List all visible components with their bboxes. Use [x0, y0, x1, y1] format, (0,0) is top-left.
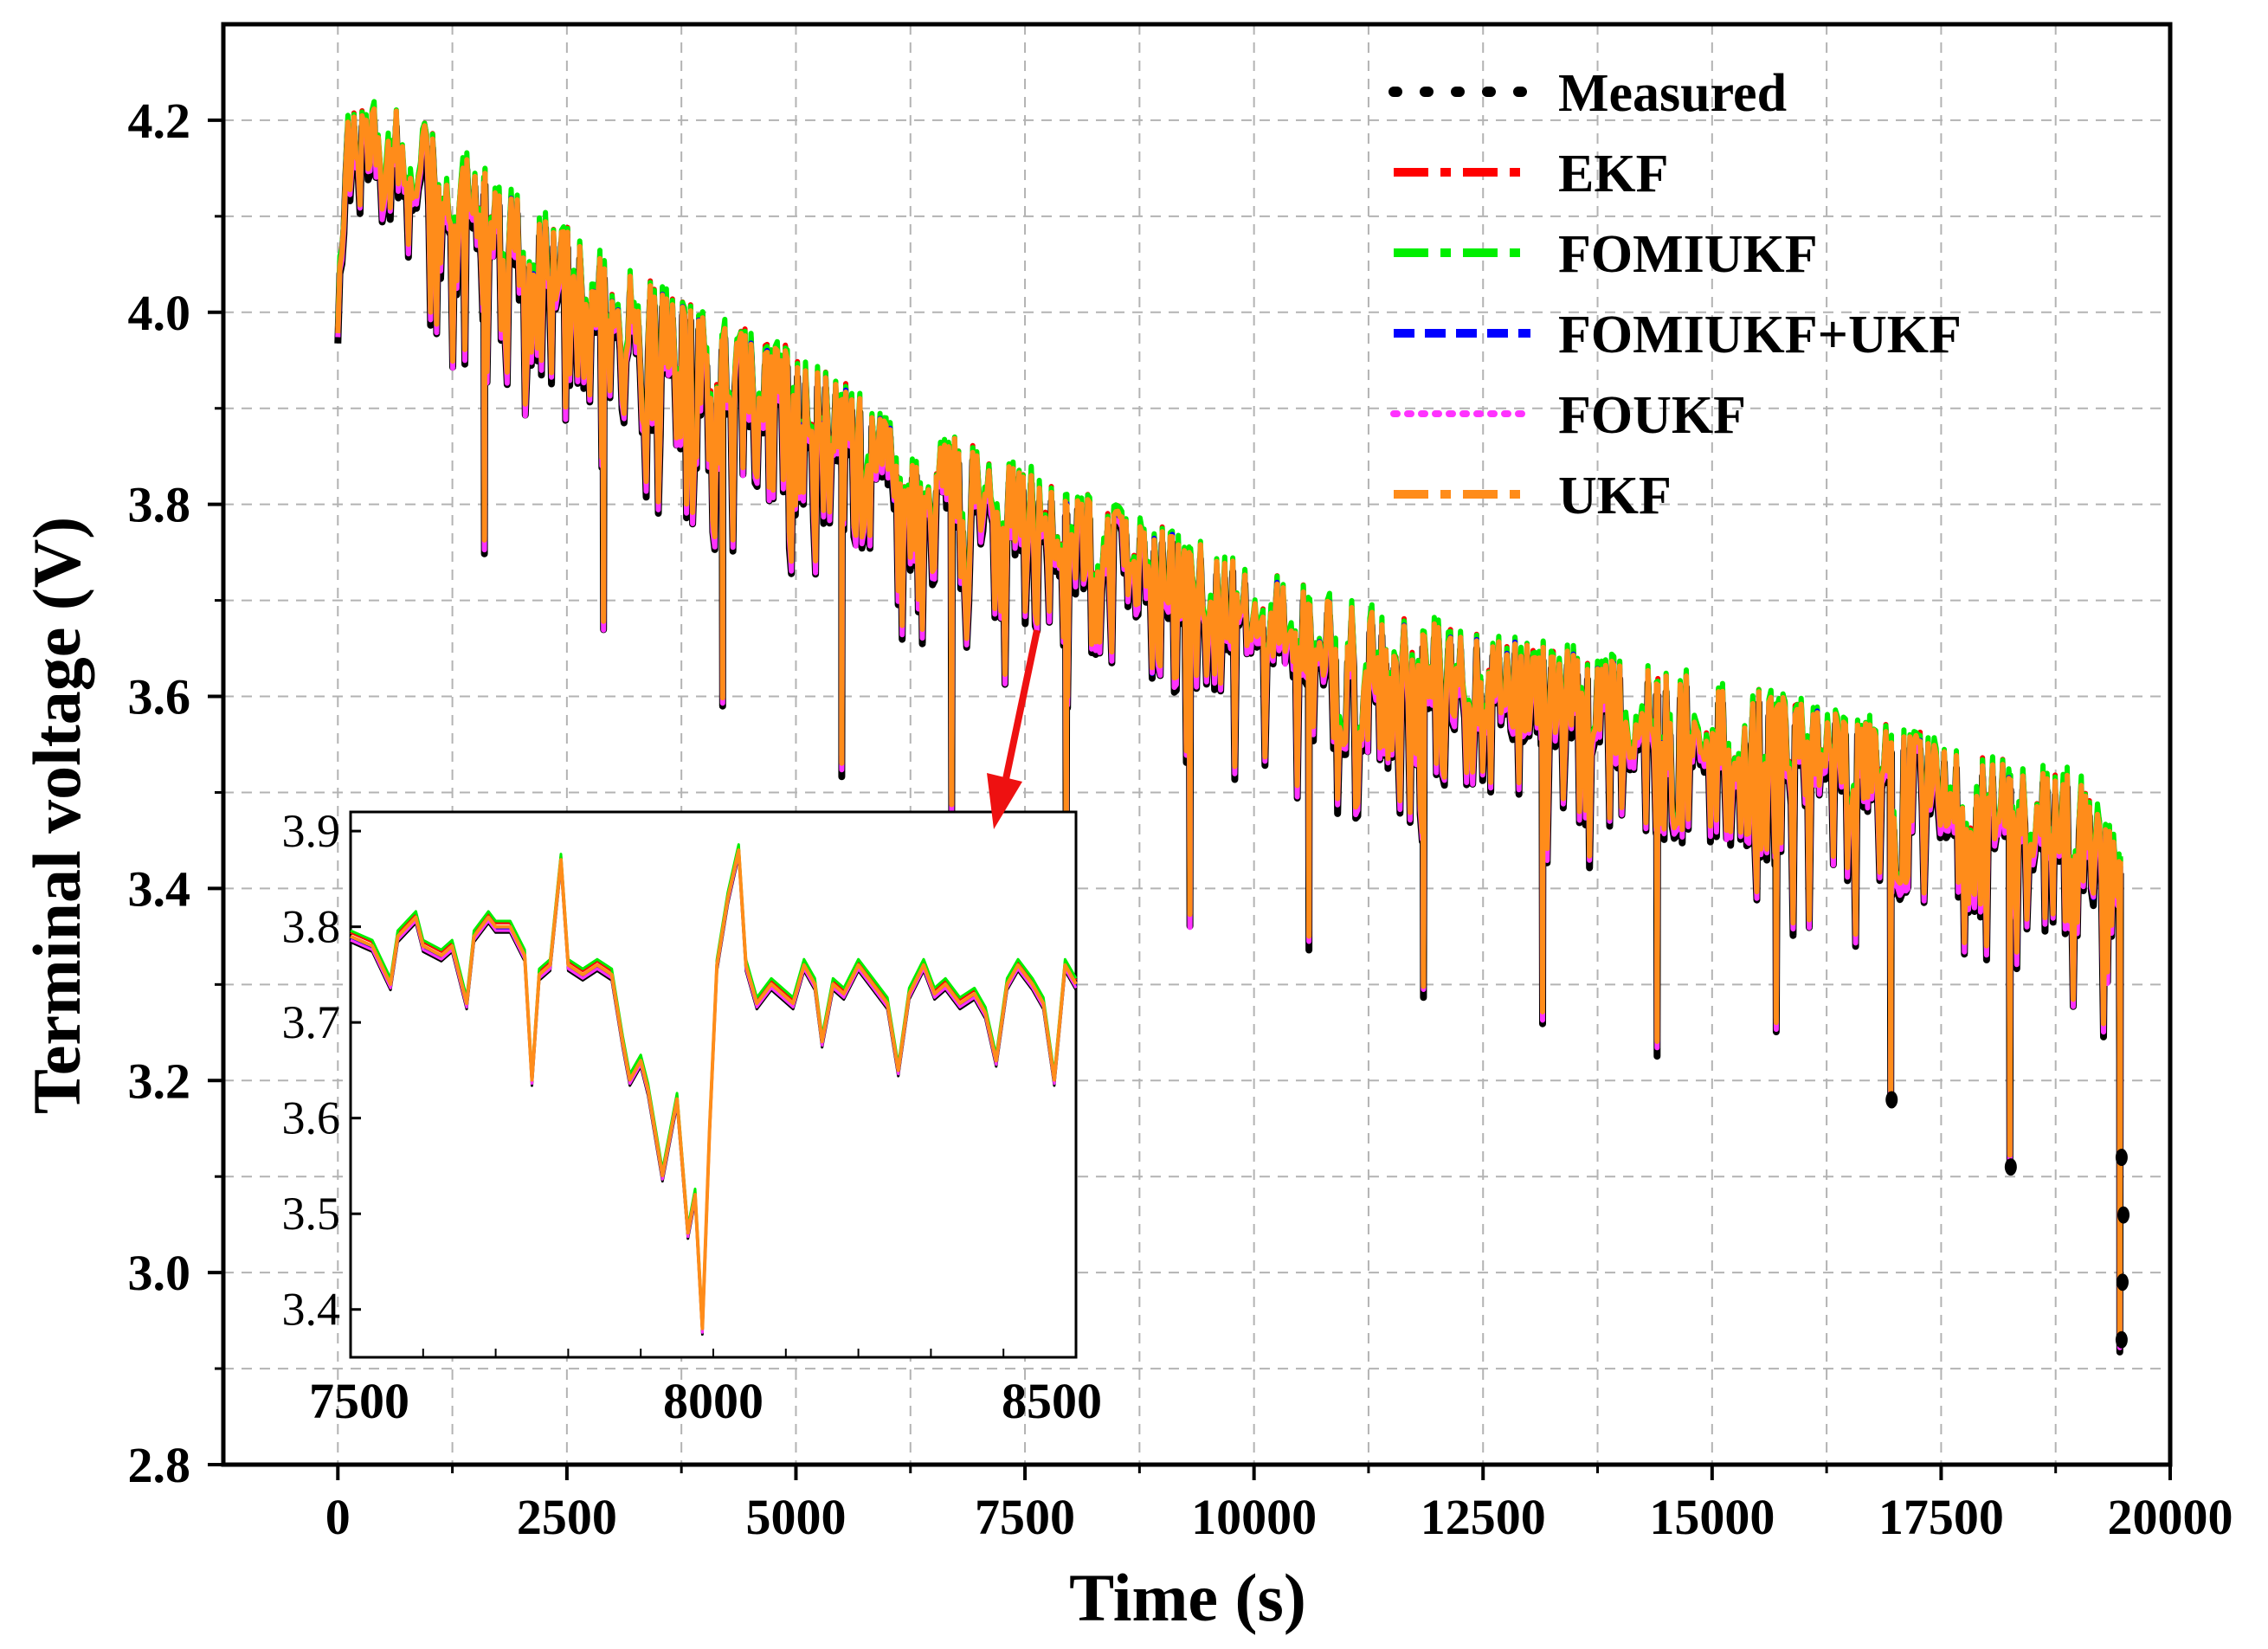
x-tick-label: 0	[325, 1489, 351, 1545]
y-tick-label: 4.2	[128, 93, 191, 149]
legend-label: FOMIUKF	[1558, 225, 1818, 284]
x-tick-label: 7500	[975, 1489, 1075, 1545]
x-tick-label: 2500	[517, 1489, 617, 1545]
y-tick-label: 2.8	[128, 1437, 191, 1493]
x-tick-label: 12500	[1421, 1489, 1546, 1545]
legend-item: FOUKF	[1390, 386, 1746, 445]
inset-chart: 3.4 3.5 3.6 3.7 3.8 3.9 7500 8000 8500	[282, 805, 1103, 1429]
legend: Measured EKF FOMIUKF FOMIUKF+UKF FOUKF UKF	[1389, 64, 1962, 525]
legend-label: FOUKF	[1558, 386, 1746, 445]
measured-point	[2115, 1149, 2128, 1167]
arrow-shaft	[1002, 629, 1041, 780]
inset-y-tick-label: 3.8	[282, 901, 341, 953]
y-tick-label: 3.0	[128, 1245, 191, 1301]
inset-x-tick-label: 7500	[309, 1373, 409, 1429]
measured-point	[1885, 1091, 1898, 1109]
y-axis-title: Terminal voltage (V)	[19, 517, 94, 1114]
inset-y-tick-label: 3.5	[282, 1188, 341, 1240]
inset-y-tick-label: 3.7	[282, 996, 341, 1048]
plot-frame	[221, 22, 2173, 1467]
legend-label: UKF	[1558, 467, 1672, 525]
inset-y-tick-label: 3.6	[282, 1092, 341, 1144]
series-line-ukf	[335, 106, 2123, 1342]
legend-label: Measured	[1558, 64, 1787, 123]
grid	[223, 23, 2170, 1465]
x-tick-label: 10000	[1191, 1489, 1317, 1545]
legend-label: FOMIUKF+UKF	[1558, 306, 1962, 364]
measured-point	[2004, 1158, 2017, 1176]
inset-x-tick-label: 8000	[663, 1373, 764, 1429]
x-tick-label: 20000	[2108, 1489, 2233, 1545]
y-tick-label: 3.6	[128, 669, 191, 725]
y-tick-label: 3.8	[128, 477, 191, 533]
x-tick-label: 5000	[745, 1489, 846, 1545]
measured-point	[2117, 1206, 2130, 1224]
x-axis-title: Time (s)	[1069, 1560, 1306, 1635]
arrow-head	[987, 773, 1022, 829]
series-layer	[334, 99, 2130, 1356]
inset-y-tick-label: 3.9	[282, 805, 341, 857]
y-tick-label: 4.0	[128, 285, 191, 341]
legend-item: UKF	[1394, 467, 1672, 525]
legend-item: Measured	[1389, 64, 1787, 123]
legend-item: EKF	[1394, 145, 1668, 203]
measured-point	[2116, 1273, 2129, 1292]
x-tick-label: 15000	[1649, 1489, 1775, 1545]
inset-y-tick-label: 3.4	[282, 1284, 341, 1336]
legend-label: EKF	[1558, 145, 1668, 203]
legend-item: FOMIUKF+UKF	[1394, 306, 1962, 364]
inset-x-tick-label: 8500	[1002, 1373, 1102, 1429]
legend-item: FOMIUKF	[1394, 225, 1818, 284]
inset-series-ukf	[350, 848, 1078, 1330]
y-tick-label: 3.2	[128, 1053, 191, 1109]
measured-point	[2115, 1330, 2128, 1349]
x-tick-label: 17500	[1878, 1489, 2004, 1545]
y-tick-label: 3.4	[128, 860, 191, 917]
zoom-arrow	[987, 629, 1041, 829]
axis-ticks: 0 2500 5000 7500 10000 12500 15000 17500 20000 2.…	[128, 93, 2233, 1545]
